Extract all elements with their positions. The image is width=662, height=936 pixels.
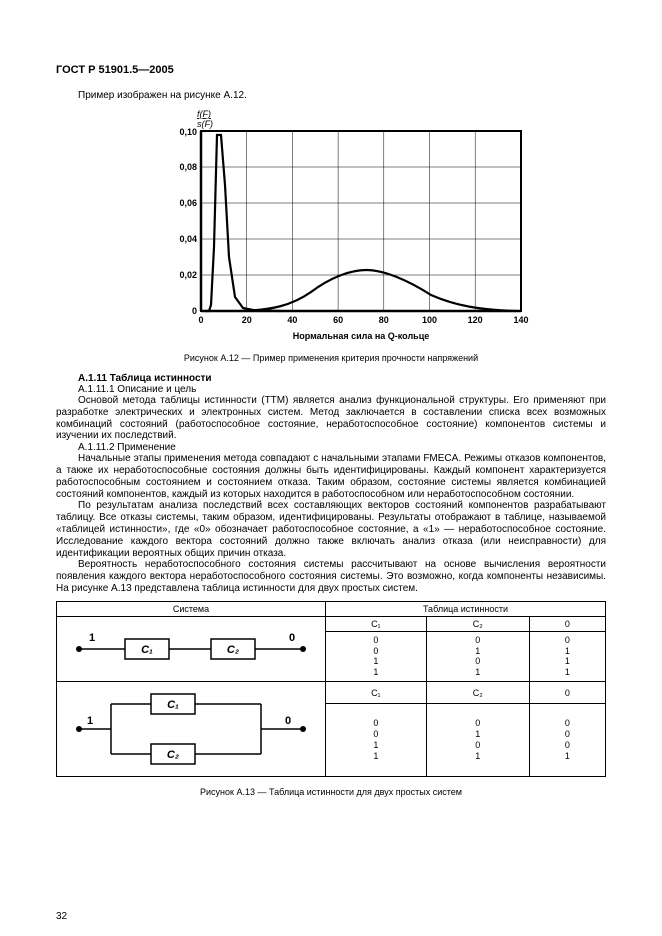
col-c1: C₁ (326, 616, 427, 631)
svg-text:1: 1 (87, 715, 93, 727)
figure-a13-caption: Рисунок А.13 — Таблица истинности для дв… (56, 787, 606, 797)
cell: 0 (431, 656, 525, 667)
svg-text:Нормальная сила на Q-кольце: Нормальная сила на Q-кольце (293, 331, 430, 341)
cell: 1 (431, 751, 525, 762)
doc-code: ГОСТ Р 51901.5—2005 (56, 64, 606, 76)
sys1-out-col: 0 1 1 1 (529, 632, 605, 682)
svg-text:80: 80 (379, 315, 389, 325)
svg-text:120: 120 (468, 315, 483, 325)
cell: 1 (534, 656, 601, 667)
svg-text:0,02: 0,02 (179, 270, 197, 280)
cell: 1 (534, 751, 601, 762)
svg-text:0: 0 (192, 306, 197, 316)
svg-text:0,08: 0,08 (179, 162, 197, 172)
cell: 0 (431, 635, 525, 646)
cell: 0 (534, 718, 601, 729)
intro-text: Пример изображен на рисунке А.12. (56, 90, 606, 101)
sys2-c2-col: 0 1 0 1 (426, 704, 529, 776)
header-system: Система (57, 601, 326, 616)
cell: 0 (431, 740, 525, 751)
svg-text:0: 0 (285, 715, 291, 727)
cell: 0 (534, 635, 601, 646)
section-title-a111: А.1.11 Таблица истинности (56, 373, 606, 384)
sys2-c1-col: 0 0 1 1 (326, 704, 427, 776)
table-header-row: Система Таблица истинности (57, 601, 606, 616)
cell: 1 (534, 646, 601, 657)
svg-text:20: 20 (242, 315, 252, 325)
col-out: 0 (529, 616, 605, 631)
cell: 1 (431, 667, 525, 678)
table-row: 1 C₁ C₂ 0 (57, 681, 606, 704)
svg-text:f(F): f(F) (197, 109, 211, 119)
cell: 0 (330, 646, 422, 657)
paragraph-3: По результатам анализа последствий всех … (56, 500, 606, 559)
col-c2: C₂ (426, 616, 529, 631)
cell: 1 (431, 646, 525, 657)
cell: 1 (330, 667, 422, 678)
paragraph-1: Основой метода таблицы истинности (TTM) … (56, 395, 606, 442)
cell: 1 (330, 751, 422, 762)
header-truth: Таблица истинности (326, 601, 606, 616)
page-number: 32 (56, 911, 67, 922)
svg-text:C₂: C₂ (167, 749, 179, 761)
svg-text:C₁: C₁ (141, 644, 153, 656)
svg-text:s(F): s(F) (197, 119, 213, 129)
cell: 1 (330, 740, 422, 751)
cell: 0 (534, 729, 601, 740)
system1-diagram-cell: 1 C₁ C₂ 0 (57, 616, 326, 681)
col-out: 0 (529, 681, 605, 704)
svg-text:C₁: C₁ (167, 699, 179, 711)
svg-text:40: 40 (287, 315, 297, 325)
svg-text:0: 0 (198, 315, 203, 325)
col-c2: C₂ (426, 681, 529, 704)
subsection-title-a1112: А.1.11.2 Применение (56, 442, 606, 453)
paragraph-2: Начальные этапы применения метода совпад… (56, 453, 606, 500)
truth-table: Система Таблица истинности 1 C₁ C₂ 0 (56, 601, 606, 777)
cell: 0 (330, 718, 422, 729)
svg-text:0,04: 0,04 (179, 234, 197, 244)
cell: 0 (431, 718, 525, 729)
series-diagram-icon: 1 C₁ C₂ 0 (61, 619, 321, 679)
svg-text:140: 140 (513, 315, 528, 325)
sys2-out-col: 0 0 0 1 (529, 704, 605, 776)
sys1-c2-col: 0 1 0 1 (426, 632, 529, 682)
svg-text:0,06: 0,06 (179, 198, 197, 208)
cell: 1 (534, 667, 601, 678)
figure-a12-chart: f(F) s(F) (121, 107, 541, 347)
parallel-diagram-icon: 1 C₁ C₂ 0 (61, 684, 321, 774)
svg-text:1: 1 (89, 632, 95, 644)
paragraph-4: Вероятность неработоспособного состояния… (56, 559, 606, 594)
cell: 0 (330, 635, 422, 646)
system2-diagram-cell: 1 C₁ C₂ 0 (57, 681, 326, 776)
svg-text:0,10: 0,10 (179, 127, 197, 137)
cell: 1 (431, 729, 525, 740)
subsection-title-a1111: А.1.11.1 Описание и цель (56, 384, 606, 395)
svg-text:100: 100 (422, 315, 437, 325)
sys1-c1-col: 0 0 1 1 (326, 632, 427, 682)
figure-a12-caption: Рисунок А.12 — Пример применения критери… (56, 353, 606, 363)
svg-text:0: 0 (289, 632, 295, 644)
cell: 1 (330, 656, 422, 667)
cell: 0 (534, 740, 601, 751)
svg-text:60: 60 (333, 315, 343, 325)
page: ГОСТ Р 51901.5—2005 Пример изображен на … (0, 0, 662, 936)
cell: 0 (330, 729, 422, 740)
col-c1: C₁ (326, 681, 427, 704)
svg-text:C₂: C₂ (227, 644, 239, 656)
table-row: 1 C₁ C₂ 0 C₁ C₂ 0 (57, 616, 606, 631)
